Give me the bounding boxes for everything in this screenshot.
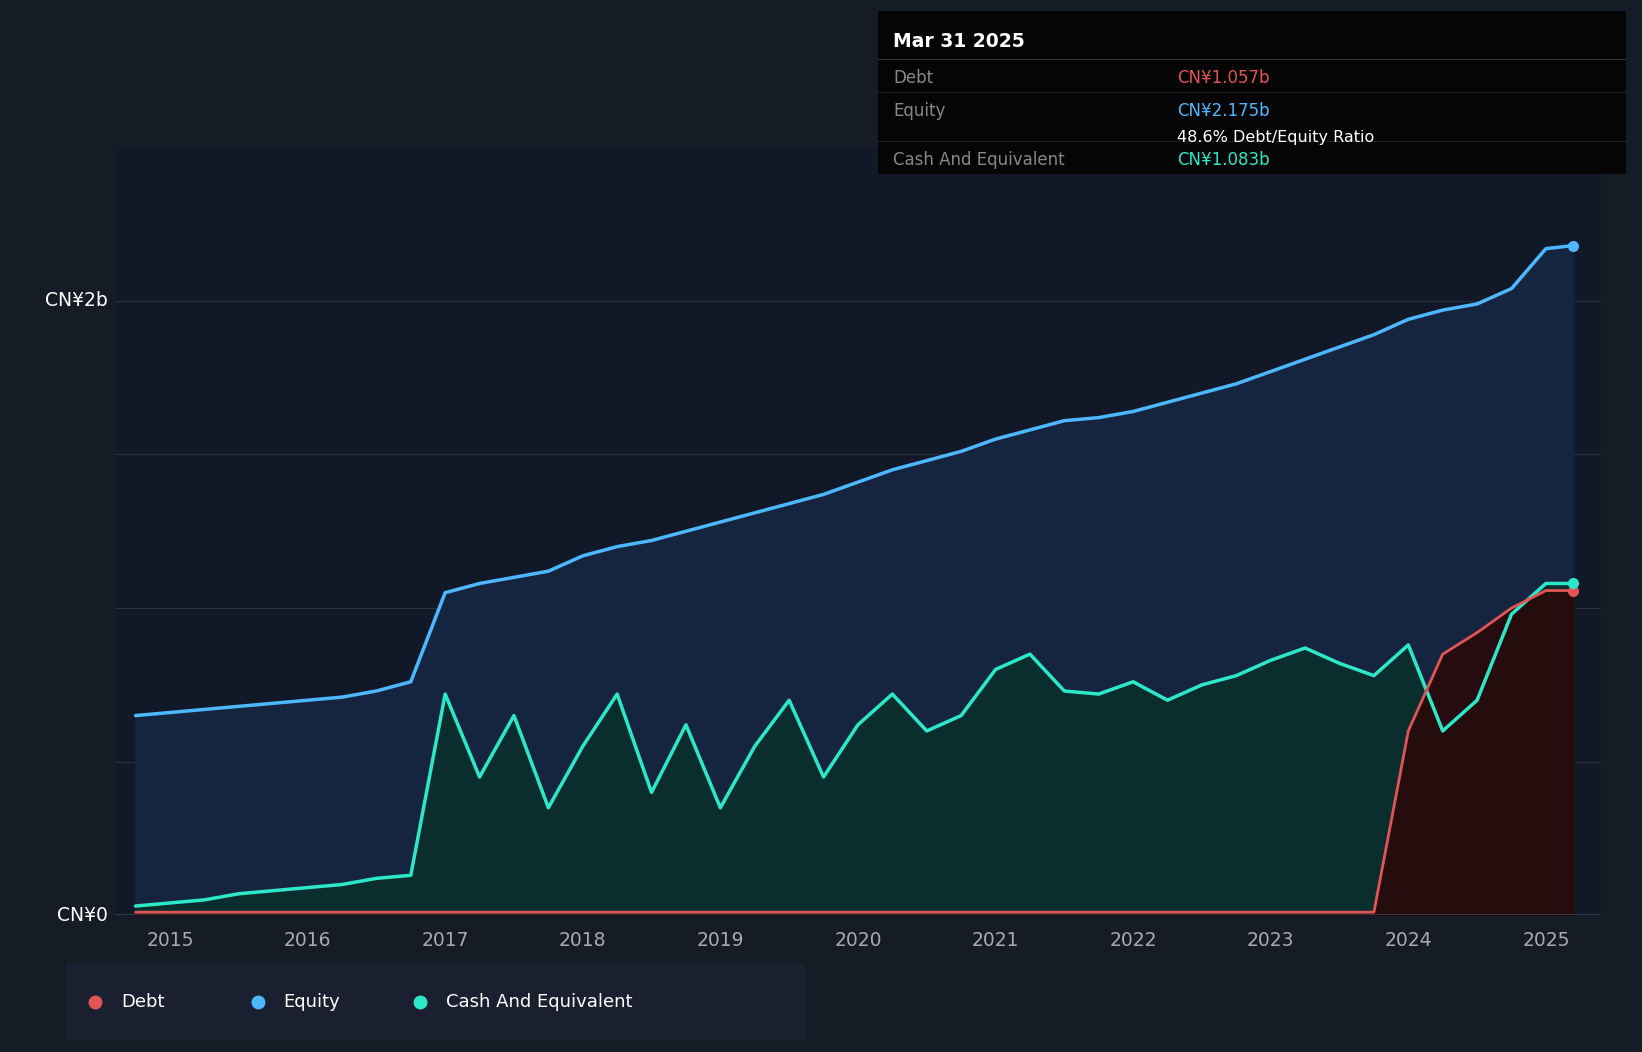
Text: Cash And Equivalent: Cash And Equivalent [893, 150, 1066, 168]
Text: Equity: Equity [284, 993, 340, 1011]
Text: CN¥2.175b: CN¥2.175b [1177, 102, 1269, 120]
Text: Equity: Equity [893, 102, 946, 120]
Text: CN¥2b: CN¥2b [44, 291, 107, 310]
Text: Debt: Debt [893, 69, 934, 87]
Text: CN¥0: CN¥0 [56, 906, 107, 925]
Text: Mar 31 2025: Mar 31 2025 [893, 32, 1025, 50]
Text: Debt: Debt [122, 993, 164, 1011]
Text: CN¥1.083b: CN¥1.083b [1177, 150, 1269, 168]
Text: Cash And Equivalent: Cash And Equivalent [447, 993, 632, 1011]
Text: CN¥1.057b: CN¥1.057b [1177, 69, 1269, 87]
Text: 48.6% Debt/Equity Ratio: 48.6% Debt/Equity Ratio [1177, 129, 1374, 144]
